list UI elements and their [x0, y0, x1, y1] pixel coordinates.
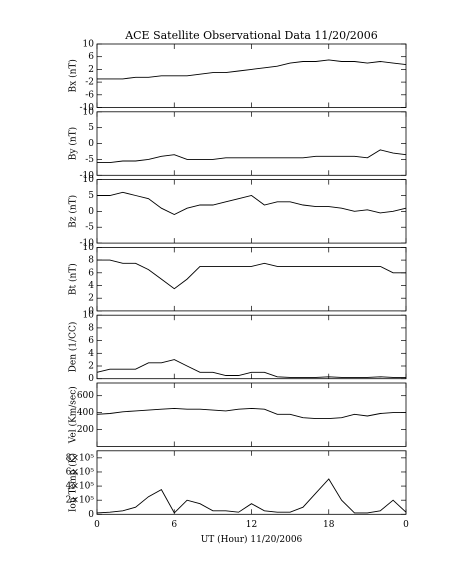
data-line: [97, 191, 407, 216]
y-tick-label: 6: [88, 52, 94, 62]
y-tick-label: 2: [88, 362, 94, 372]
y-tick-label: 4: [88, 281, 94, 291]
y-axis-label: Den (1/CC): [68, 322, 79, 373]
y-tick-label: 2: [88, 294, 94, 304]
y-tick-label: 2×10⁵: [66, 496, 95, 506]
y-tick-label: 8: [88, 323, 94, 333]
y-tick-label: 10: [83, 311, 95, 321]
y-tick-label: 6: [88, 336, 94, 346]
x-tick-label: 18: [323, 520, 335, 530]
y-axis-label: Vel (Km/sec): [68, 386, 79, 444]
y-tick-label: 10: [83, 40, 95, 50]
y-tick-label: 10: [83, 243, 95, 253]
y-tick-label: 5: [88, 123, 94, 133]
y-tick-label: 4×10⁵: [66, 482, 95, 492]
y-tick-label: 4: [88, 349, 94, 359]
y-tick-label: 8×10⁵: [66, 453, 95, 463]
y-tick-label: -6: [85, 90, 94, 100]
y-axis-label: By (nT): [68, 127, 79, 160]
x-tick-label: 0: [403, 520, 409, 530]
chart-title: ACE Satellite Observational Data 11/20/2…: [124, 29, 378, 42]
y-tick-label: 10: [83, 107, 95, 117]
data-line: [97, 59, 407, 80]
data-line: [96, 359, 406, 378]
y-tick-label: 6×10⁵: [66, 467, 95, 477]
y-tick-label: 8: [88, 256, 94, 266]
y-tick-label: 0: [88, 374, 94, 384]
y-tick-label: -2: [85, 78, 94, 88]
data-line: [97, 259, 406, 290]
y-tick-label: -10: [80, 239, 95, 249]
y-tick-label: 0: [88, 510, 94, 520]
y-tick-label: 200: [77, 425, 94, 435]
y-tick-label: 0: [88, 306, 94, 316]
y-axis-label: Bt (nT): [68, 263, 79, 295]
y-tick-label: 6: [88, 268, 94, 278]
data-line: [96, 407, 406, 420]
y-tick-label: 5: [88, 191, 94, 201]
y-tick-label: 10: [83, 175, 95, 185]
y-axis-label: Bx (nT): [68, 59, 79, 92]
y-axis-label: Ion Temp (K): [68, 453, 79, 512]
y-tick-label: -5: [85, 223, 94, 233]
y-tick-label: 2: [88, 65, 94, 75]
y-tick-label: 0: [88, 207, 94, 217]
y-axis-label: Bz (nT): [68, 195, 79, 228]
y-tick-label: 600: [77, 391, 94, 401]
y-tick-label: -5: [85, 155, 94, 165]
y-tick-label: -10: [80, 103, 95, 113]
y-tick-label: 400: [77, 408, 94, 418]
x-axis-label: UT (Hour) 11/20/2006: [201, 534, 303, 545]
y-tick-label: 0: [88, 139, 94, 149]
x-tick-label: 0: [94, 520, 100, 530]
x-tick-label: 6: [171, 520, 177, 530]
data-line: [96, 478, 407, 514]
x-tick-label: 12: [246, 520, 257, 530]
data-line: [97, 149, 407, 164]
y-tick-label: -10: [80, 171, 95, 181]
